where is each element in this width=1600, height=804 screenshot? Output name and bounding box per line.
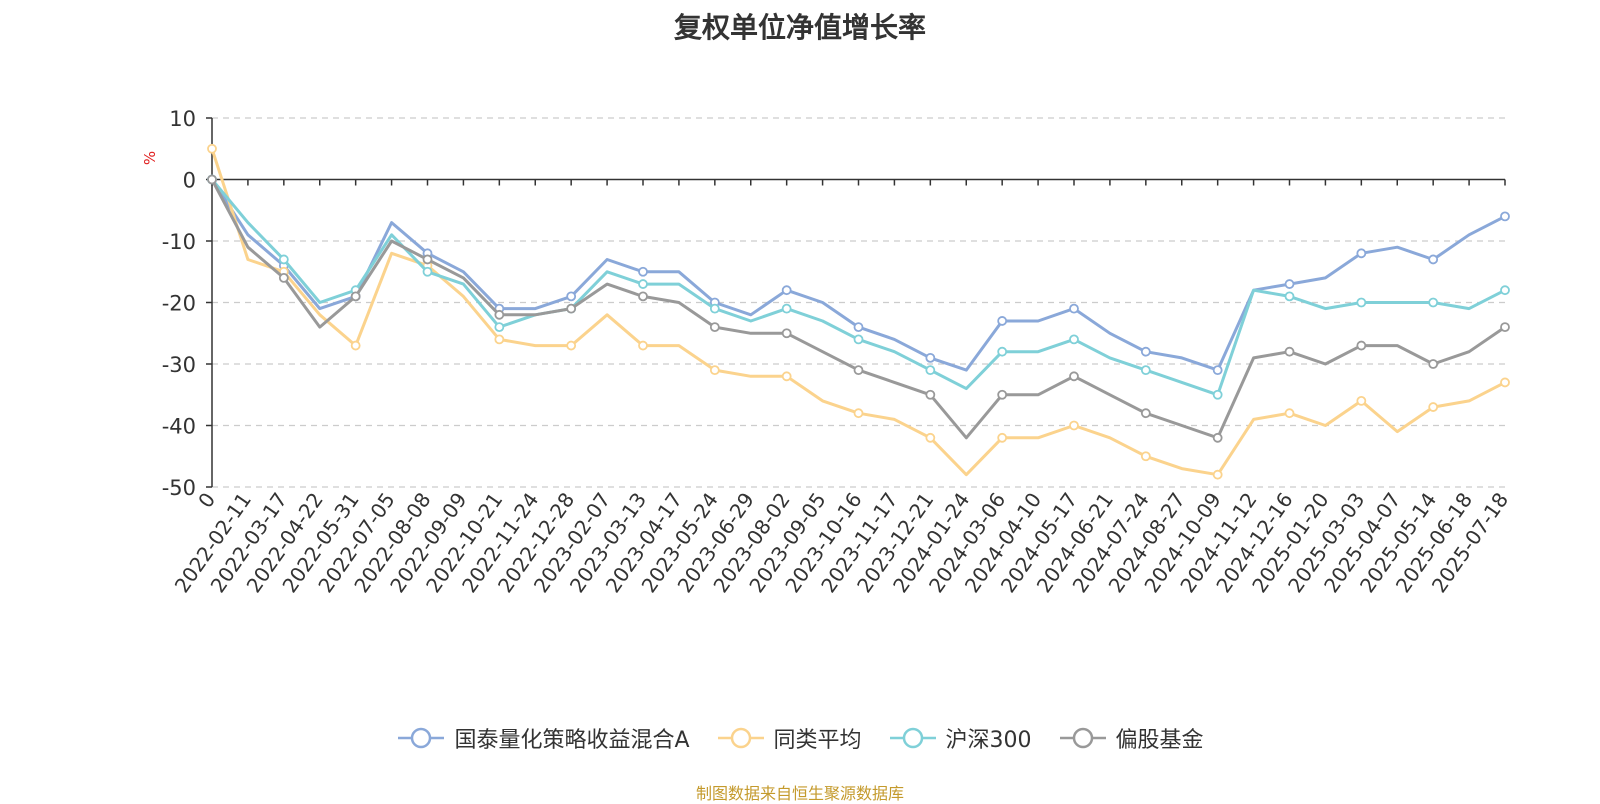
- data-point: [638, 340, 648, 351]
- data-point: [1356, 297, 1367, 308]
- data-point: [278, 272, 289, 283]
- y-tick-label: 10: [169, 107, 196, 131]
- data-point: [781, 328, 792, 339]
- tick-labels: 100-10-20-30-40-50%02022-02-112022-03-17…: [141, 107, 1513, 597]
- data-point: [781, 371, 792, 382]
- data-point: [1428, 402, 1439, 412]
- data-point: [1428, 254, 1439, 265]
- legend-label: 同类平均: [773, 728, 862, 753]
- data-point: [566, 340, 577, 351]
- series-line: [210, 178, 1506, 440]
- data-point: [494, 334, 505, 345]
- data-point: [1500, 377, 1510, 388]
- data-point: [1069, 371, 1079, 382]
- legend-symbol-icon: [889, 727, 936, 749]
- series-lines: [207, 143, 1510, 480]
- data-point: [566, 291, 577, 302]
- data-point: [494, 309, 505, 320]
- data-point: [853, 334, 864, 345]
- legend-item[interactable]: 同类平均: [716, 722, 862, 754]
- series-line: [210, 178, 1506, 397]
- data-point: [422, 266, 433, 277]
- y-tick-label: 0: [183, 169, 196, 193]
- data-point: [1212, 432, 1223, 443]
- data-point: [853, 408, 864, 419]
- data-point: [207, 174, 217, 185]
- legend-label: 国泰量化策略收益混合A: [454, 728, 690, 753]
- data-point: [997, 432, 1008, 443]
- data-point: [350, 340, 361, 351]
- data-point: [1140, 408, 1151, 419]
- data-point: [709, 303, 720, 314]
- data-point: [1069, 334, 1079, 345]
- series-line: [210, 148, 1506, 477]
- legend-label: 沪深300: [945, 728, 1032, 753]
- data-point: [1140, 346, 1151, 357]
- legend-item[interactable]: 偏股基金: [1058, 722, 1204, 754]
- legend-item[interactable]: 国泰量化策略收益混合A: [396, 722, 690, 754]
- data-point: [1140, 365, 1151, 376]
- legend-symbol-icon: [398, 727, 445, 749]
- y-tick-label: -20: [162, 292, 196, 316]
- data-point: [1500, 322, 1510, 333]
- y-tick-label: -30: [162, 353, 196, 377]
- data-point: [350, 291, 361, 302]
- legend-symbol-icon: [1059, 727, 1106, 749]
- y-axis-label: %: [141, 151, 159, 165]
- data-point: [781, 285, 792, 296]
- legend-symbol-icon: [717, 727, 764, 749]
- data-point: [1069, 303, 1079, 314]
- data-point: [638, 279, 648, 289]
- data-point: [1356, 395, 1367, 406]
- chart-title: 复权单位净值增长率: [673, 11, 926, 44]
- data-point: [709, 322, 720, 333]
- y-tick-label: -40: [162, 415, 196, 439]
- x-tick-label: 0: [193, 488, 220, 512]
- data-point: [1212, 365, 1223, 376]
- data-point: [1284, 291, 1295, 302]
- data-point: [638, 291, 648, 302]
- data-point: [494, 322, 505, 333]
- data-point: [997, 316, 1008, 326]
- data-point: [278, 254, 289, 265]
- legend-label: 偏股基金: [1115, 728, 1204, 753]
- legend-item[interactable]: 沪深300: [888, 722, 1032, 754]
- data-point: [422, 254, 433, 265]
- data-point: [1284, 408, 1295, 419]
- data-point: [1428, 297, 1439, 308]
- data-point: [1284, 279, 1295, 289]
- data-point: [1500, 285, 1510, 296]
- data-point: [1212, 389, 1223, 400]
- data-point: [781, 303, 792, 314]
- data-point: [925, 389, 936, 400]
- data-point: [1069, 420, 1079, 431]
- legend: 国泰量化策略收益混合A 同类平均 沪深300 偏股基金: [0, 722, 1600, 754]
- data-point: [853, 322, 864, 333]
- data-point: [638, 266, 648, 277]
- data-point: [1140, 451, 1151, 462]
- data-point: [997, 389, 1008, 400]
- data-point: [1428, 359, 1439, 369]
- data-point: [1356, 340, 1367, 351]
- data-point: [997, 346, 1008, 357]
- data-point: [925, 365, 936, 376]
- y-tick-label: -50: [162, 476, 196, 500]
- y-tick-label: -10: [162, 230, 196, 254]
- data-point: [925, 432, 936, 443]
- data-point: [925, 352, 936, 363]
- data-point: [566, 303, 577, 314]
- data-point: [853, 365, 864, 376]
- data-point: [207, 143, 217, 154]
- data-point: [1212, 469, 1223, 480]
- data-point: [1500, 211, 1510, 222]
- source-note: 制图数据来自恒生聚源数据库: [695, 784, 904, 803]
- data-point: [709, 365, 720, 376]
- data-point: [1284, 346, 1295, 357]
- data-point: [1356, 248, 1367, 259]
